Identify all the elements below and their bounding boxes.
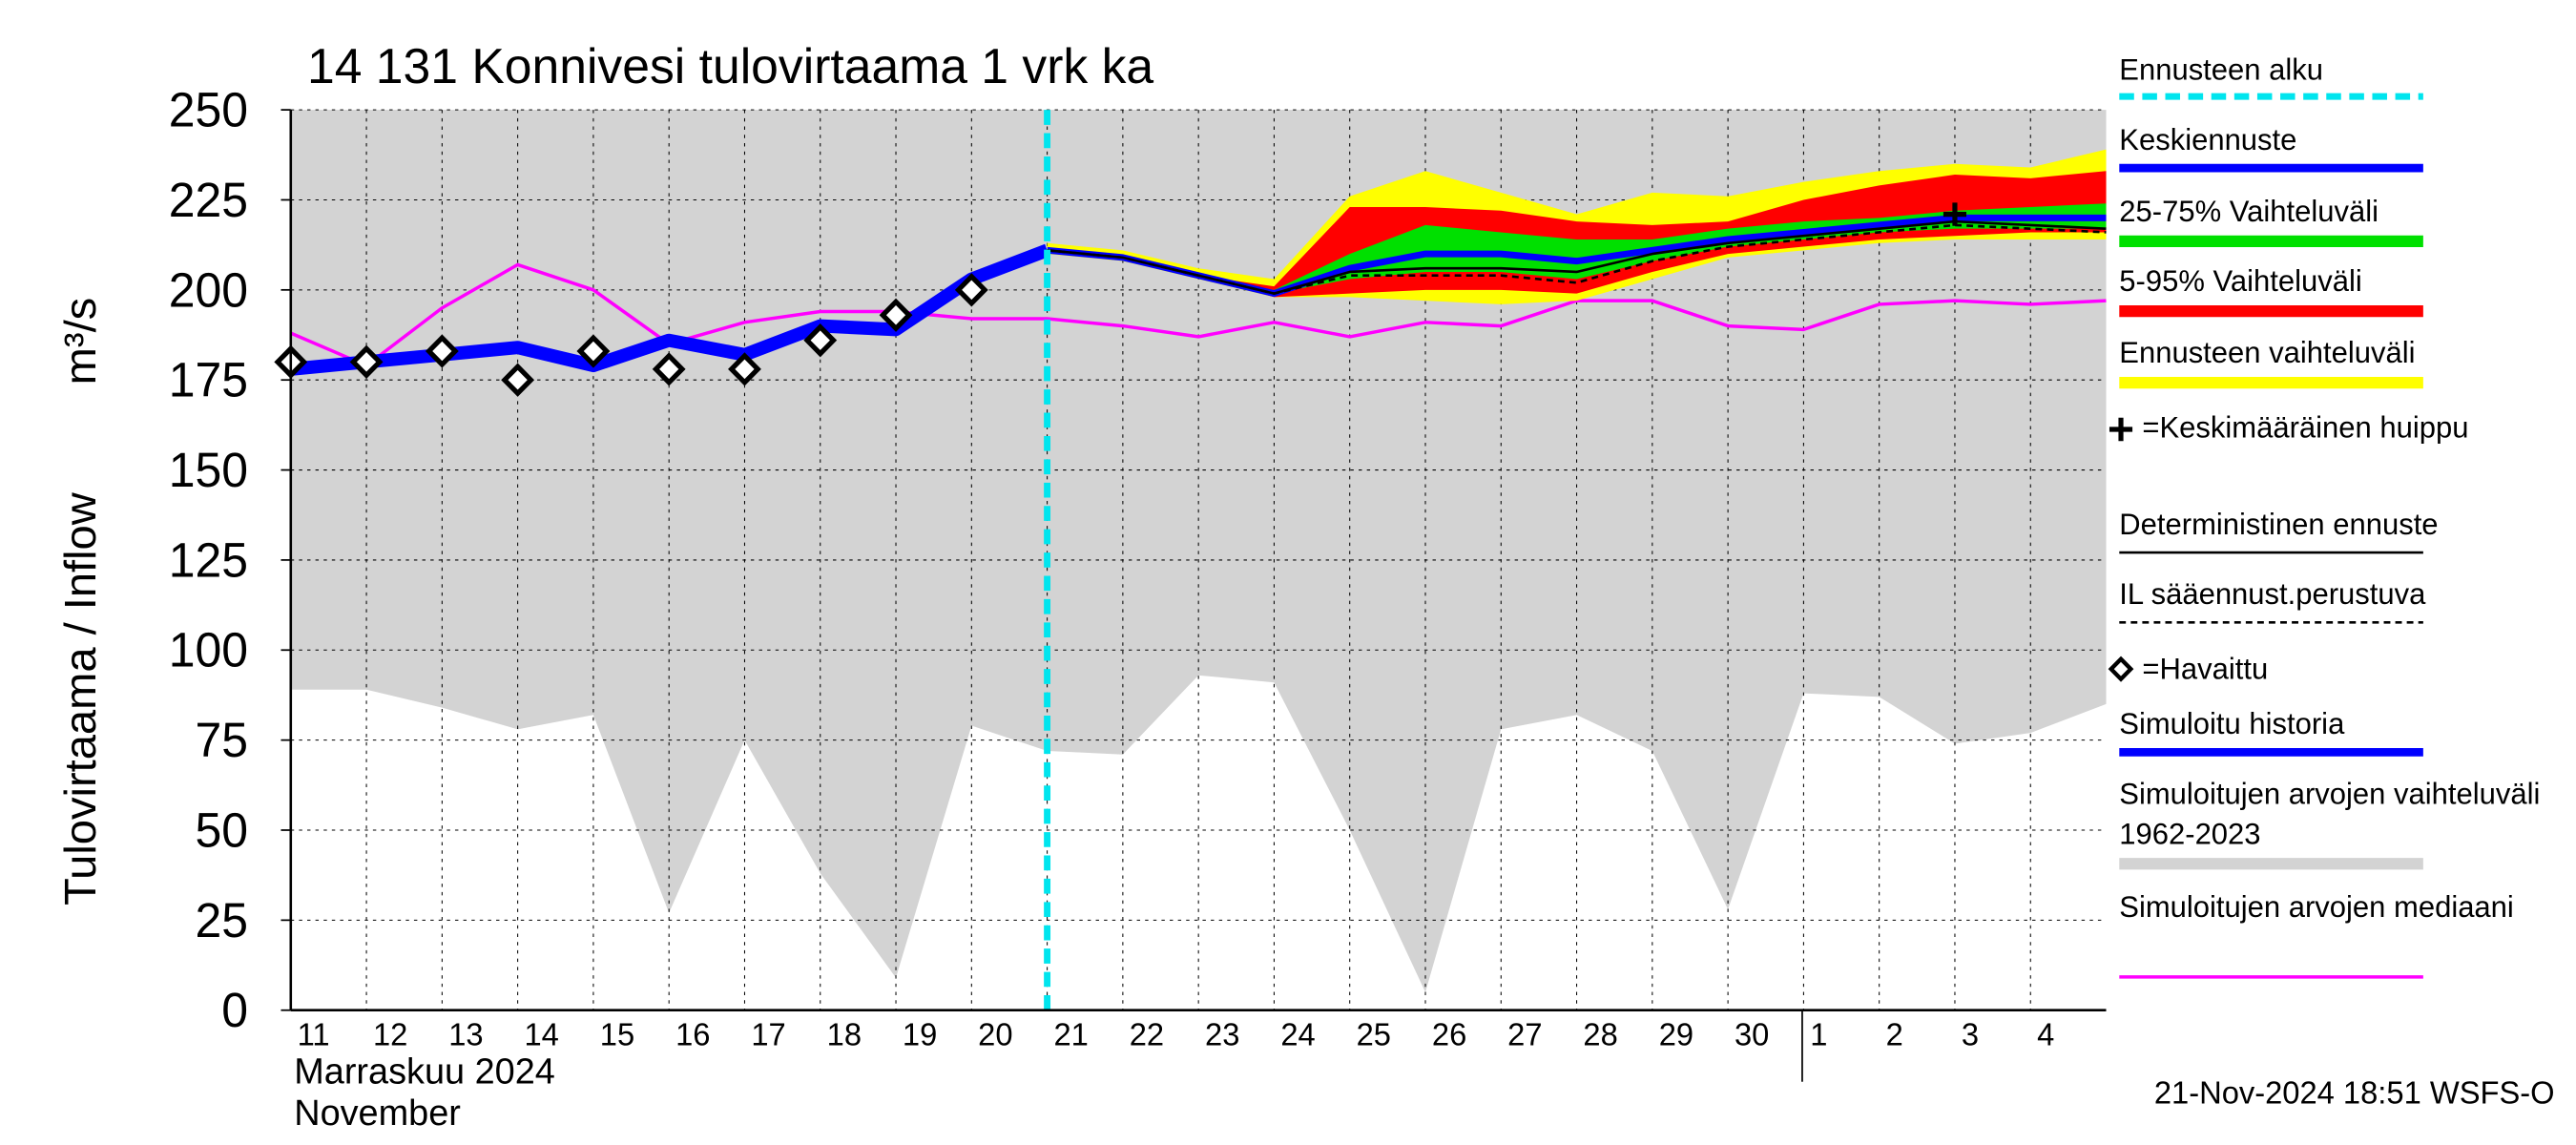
legend-entry: 5-95% Vaihteluväli <box>2119 264 2362 299</box>
x-tick-label: 3 <box>1962 1016 1979 1051</box>
x-tick-label: 24 <box>1280 1016 1315 1051</box>
line <box>1047 219 2107 295</box>
legend-entry: Keskiennuste <box>2119 123 2297 156</box>
y-tick-label: 125 <box>169 533 248 587</box>
x-tick-label: 22 <box>1130 1016 1164 1051</box>
timestamp: 21-Nov-2024 18:51 WSFS-O <box>2154 1074 2555 1110</box>
x-tick-label: 23 <box>1205 1016 1239 1051</box>
observed-point <box>576 334 611 368</box>
y-tick-label: 75 <box>195 714 248 767</box>
legend-entry: Ennusteen alku <box>2119 52 2323 87</box>
chart-title: 14 131 Konnivesi tulovirtaama 1 vrk ka <box>307 39 1153 94</box>
x-tick-label: 15 <box>600 1016 634 1051</box>
legend-label: Deterministinen ennuste <box>2119 507 2439 541</box>
legend-entry: Deterministinen ennuste <box>2119 507 2439 541</box>
y-tick-label: 225 <box>169 174 248 227</box>
legend-label: =Keskimääräinen huippu <box>2142 410 2469 445</box>
observed-point <box>879 298 913 332</box>
y-tick-label: 50 <box>195 803 248 857</box>
y-axis-label: Tulovirtaama / Inflow <box>55 492 105 906</box>
x-tick-label: 19 <box>903 1016 937 1051</box>
y-tick-label: 25 <box>195 894 248 947</box>
observed-point <box>501 363 535 397</box>
x-tick-label: 21 <box>1053 1016 1088 1051</box>
legend-symbol <box>2108 656 2134 682</box>
observed-point <box>349 344 384 379</box>
observed-point <box>954 273 988 307</box>
legend-entry: =Keskimääräinen huippu <box>2142 410 2469 445</box>
x-tick-label: 2 <box>1886 1016 1903 1051</box>
x-tick-label: 27 <box>1507 1016 1542 1051</box>
observed-point <box>728 352 761 386</box>
x-tick-label: 30 <box>1735 1016 1769 1051</box>
x-axis-label: Marraskuu 2024 <box>294 1051 555 1092</box>
x-tick-label: 1 <box>1810 1016 1827 1051</box>
x-axis-label-en: November <box>294 1093 461 1134</box>
line <box>290 243 1050 376</box>
legend-label: 25-75% Vaihteluväli <box>2119 195 2379 228</box>
legend-entry: =Havaittu <box>2142 652 2269 686</box>
observed-point <box>803 323 838 358</box>
legend-label: IL sääennust.perustuva <box>2119 577 2426 612</box>
plot-area <box>274 109 2107 1012</box>
x-tick-label: 29 <box>1659 1016 1693 1051</box>
legend-entry: Simuloitu historia <box>2119 707 2345 741</box>
x-tick-label: 18 <box>827 1016 862 1051</box>
x-tick-label: 11 <box>298 1016 330 1051</box>
y-tick-label: 175 <box>169 353 248 406</box>
observed-point <box>652 352 686 386</box>
legend-label: =Havaittu <box>2142 652 2269 686</box>
peak-marker <box>1942 202 1967 226</box>
legend-entry: 25-75% Vaihteluväli <box>2119 195 2379 228</box>
legend-label: 5-95% Vaihteluväli <box>2119 264 2362 299</box>
legend-label: Ennusteen vaihteluväli <box>2119 336 2416 370</box>
y-tick-label: 100 <box>169 623 248 677</box>
band <box>1047 171 2107 298</box>
x-tick-label: 12 <box>373 1016 407 1051</box>
y-tick-label: 200 <box>169 263 248 317</box>
legend-entry: IL sääennust.perustuva <box>2119 577 2426 612</box>
legend-label: Simuloitujen arvojen vaihteluväli 1962-2… <box>2119 777 2541 851</box>
x-tick-label: 25 <box>1357 1016 1391 1051</box>
x-tick-label: 28 <box>1583 1016 1617 1051</box>
legend-entry: Simuloitujen arvojen mediaani <box>2119 890 2514 925</box>
x-tick-label: 20 <box>978 1016 1012 1051</box>
x-tick-label: 26 <box>1432 1016 1466 1051</box>
y-tick-label: 250 <box>169 83 248 136</box>
y-tick-label: 0 <box>221 984 248 1037</box>
legend-label: Simuloitu historia <box>2119 707 2345 741</box>
legend-entry: Simuloitujen arvojen vaihteluväli 1962-2… <box>2119 777 2541 851</box>
legend-entry: Ennusteen vaihteluväli <box>2119 336 2416 370</box>
x-tick-label: 13 <box>448 1016 483 1051</box>
y-axis-unit: m³/s <box>55 298 105 385</box>
y-tick-label: 150 <box>169 444 248 497</box>
x-tick-label: 4 <box>2037 1016 2054 1051</box>
legend-label: Keskiennuste <box>2119 123 2297 156</box>
x-tick-label: 17 <box>751 1016 785 1051</box>
legend-label: Ennusteen alku <box>2119 52 2323 87</box>
line <box>290 262 2107 367</box>
x-tick-label: 16 <box>675 1016 710 1051</box>
legend-label: Simuloitujen arvojen mediaani <box>2119 890 2514 925</box>
x-tick-label: 14 <box>525 1016 559 1051</box>
observed-point <box>425 334 459 368</box>
legend-symbol <box>2109 417 2133 442</box>
